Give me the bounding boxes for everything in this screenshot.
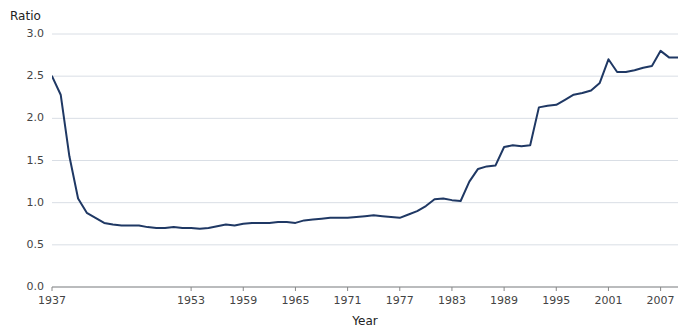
x-tick-label: 1977	[386, 294, 414, 307]
chart-svg: 0.0 0.5 1.0 1.5 2.0 2.5 3.0 1937 1953 1959 1965 197…	[0, 0, 700, 335]
plot-area	[52, 51, 678, 229]
x-tick-label: 1995	[542, 294, 570, 307]
y-grid	[52, 34, 678, 287]
x-axis-line	[52, 287, 678, 288]
y-grid-line	[52, 76, 678, 77]
y-tick-label: 0.0	[27, 280, 45, 293]
y-grid-line	[52, 244, 678, 245]
x-tick-label: 1959	[229, 294, 257, 307]
y-tick-label: 1.5	[27, 154, 45, 167]
y-tick-label: 0.5	[27, 238, 45, 251]
x-tick-label: 1989	[490, 294, 518, 307]
x-tick-label: 1953	[177, 294, 205, 307]
y-grid-line	[52, 287, 678, 288]
y-axis-label: Ratio	[10, 9, 41, 23]
y-grid-line	[52, 160, 678, 161]
x-tick	[52, 287, 53, 291]
chart-container: 0.0 0.5 1.0 1.5 2.0 2.5 3.0 1937 1953 1959 1965 197…	[0, 0, 700, 335]
x-tick-label: 1937	[38, 294, 66, 307]
x-tick	[556, 287, 557, 291]
x-tick	[660, 287, 661, 291]
y-grid-line	[52, 34, 678, 35]
y-tick-label: 1.0	[27, 196, 45, 209]
x-tick-label: 2007	[647, 294, 675, 307]
x-tick	[191, 287, 192, 291]
x-tick-label: 1971	[334, 294, 362, 307]
x-tick	[243, 287, 244, 291]
x-tick	[451, 287, 452, 291]
x-tick	[504, 287, 505, 291]
y-tick-label: 2.5	[27, 69, 45, 82]
x-tick	[295, 287, 296, 291]
x-tick-label: 1983	[438, 294, 466, 307]
y-grid-line	[52, 118, 678, 119]
y-grid-line	[52, 202, 678, 203]
x-axis-label: Year	[351, 314, 377, 328]
data-line	[52, 51, 678, 229]
y-tick-label: 2.0	[27, 111, 45, 124]
x-tick-label: 2001	[594, 294, 622, 307]
x-tick-label: 1965	[281, 294, 309, 307]
y-tick-labels: 0.0 0.5 1.0 1.5 2.0 2.5 3.0	[27, 27, 45, 293]
x-tick	[399, 287, 400, 291]
x-tick	[347, 287, 348, 291]
x-tick	[608, 287, 609, 291]
y-tick-label: 3.0	[27, 27, 45, 40]
x-ticks: 1937 1953 1959 1965 1971 1977 1983 1989 1995 2001…	[38, 287, 675, 307]
